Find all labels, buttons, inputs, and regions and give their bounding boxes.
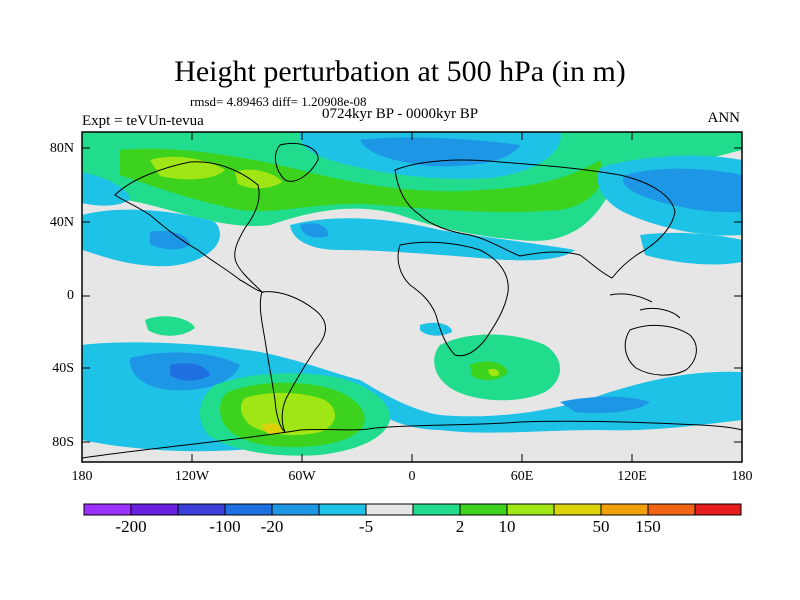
colorbar-swatch [554,504,601,515]
coast-australia [624,325,697,376]
y-tick-40n: 40N [49,215,74,230]
colorbar-label: -100 [209,517,241,536]
y-tick-80s: 80S [52,435,74,450]
x-tick-0: 0 [408,469,416,484]
positive-mid-north [120,148,603,213]
coast-indonesia [609,293,681,319]
colorbar-swatch [366,504,413,515]
colorbar-swatch [460,504,507,515]
negative-south-indian [560,396,650,414]
contour-field [82,132,742,462]
colorbar-label: 50 [592,517,610,536]
x-tick-60w: 60W [288,469,316,484]
positive-strong-north-2 [235,169,282,189]
season-label: ANN [707,110,741,126]
y-tick-0: 0 [67,288,74,303]
colorbar-label: 150 [635,517,661,536]
negative-north-pacific-east-core [623,168,742,213]
coast-eurasia [394,159,676,279]
colorbar-swatch [272,504,319,515]
colorbar-swatch [84,504,131,515]
colorbar-swatch [601,504,648,515]
negative-arctic-core [360,137,520,167]
colorbar-swatch [225,504,272,515]
negative-atlantic-core [300,223,329,238]
negative-atlantic-eurasia [290,218,575,261]
coast-antarctica [82,420,742,459]
axis-ticks [82,132,742,462]
positive-tropical-pacific [145,316,195,336]
negative-tropical-atlantic [420,322,452,336]
x-tick-180w: 180 [71,469,93,484]
y-tick-80n: 80N [49,141,74,156]
coast-south-america [259,291,326,433]
coastlines [82,143,742,459]
x-tick-120e: 120E [617,469,647,484]
colorbar-swatch [319,504,366,515]
colorbar-label: -5 [358,517,374,536]
negative-east-asia [640,232,742,265]
period-subtitle: 0724kyr BP - 0000kyr BP [322,106,479,122]
colorbar-swatch [131,504,178,515]
colorbar-swatch [413,504,460,515]
negative-south-pacific-strong [170,363,210,381]
x-tick-60e: 60E [510,469,534,484]
colorbar-label: -200 [115,517,147,536]
coast-north-america [114,161,264,294]
positive-south-indian-max [488,368,500,377]
x-tick-120w: 120W [174,469,210,484]
stats-text: rmsd= 4.89463 diff= 1.20908e-08 [190,94,367,109]
coast-greenland [274,143,319,182]
colorbar-label: -20 [260,517,284,536]
colorbar-label: 2 [455,517,465,536]
coast-africa [397,241,509,357]
colorbar-label: 10 [498,517,516,536]
plot-title: Height perturbation at 500 hPa (in m) [174,55,626,88]
positive-south-atlantic-max [262,423,282,435]
experiment-label: Expt = teVUn-tevua [82,113,204,129]
colorbar-swatch [507,504,554,515]
colorbar [83,503,742,516]
colorbar-swatch [178,504,225,515]
negative-north-america-core [150,230,190,250]
colorbar-swatch [695,504,741,515]
x-tick-180e: 180 [731,469,753,484]
colorbar-swatch [648,504,695,515]
y-tick-40s: 40S [52,361,74,376]
